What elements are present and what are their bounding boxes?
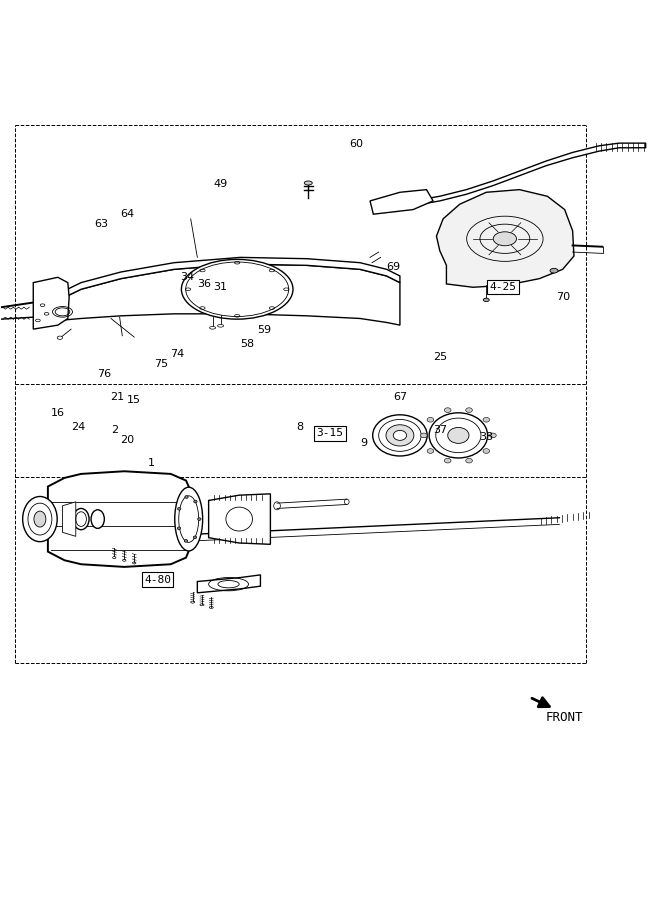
Ellipse shape xyxy=(57,336,63,339)
Text: 64: 64 xyxy=(121,209,135,220)
Text: 75: 75 xyxy=(153,359,168,369)
Ellipse shape xyxy=(44,312,49,315)
Ellipse shape xyxy=(193,536,197,539)
Ellipse shape xyxy=(394,430,407,440)
Text: 74: 74 xyxy=(170,348,185,359)
Ellipse shape xyxy=(429,413,488,458)
Text: 8: 8 xyxy=(297,422,304,432)
Polygon shape xyxy=(436,190,574,287)
Polygon shape xyxy=(370,190,433,214)
Ellipse shape xyxy=(175,487,203,551)
Polygon shape xyxy=(33,277,69,329)
Polygon shape xyxy=(58,257,400,301)
Ellipse shape xyxy=(209,327,215,329)
Polygon shape xyxy=(48,472,189,567)
Polygon shape xyxy=(58,264,400,325)
Ellipse shape xyxy=(177,526,181,529)
Text: 49: 49 xyxy=(213,179,227,189)
Text: 16: 16 xyxy=(51,409,65,419)
Text: 70: 70 xyxy=(556,292,570,302)
Text: 59: 59 xyxy=(257,326,271,336)
Polygon shape xyxy=(209,494,270,544)
Ellipse shape xyxy=(35,320,40,322)
Ellipse shape xyxy=(193,500,197,503)
Ellipse shape xyxy=(448,428,469,444)
Text: 9: 9 xyxy=(360,438,367,448)
Ellipse shape xyxy=(386,425,414,446)
Ellipse shape xyxy=(550,268,558,273)
Text: 31: 31 xyxy=(213,283,227,293)
Text: 58: 58 xyxy=(240,338,254,348)
Text: FRONT: FRONT xyxy=(545,710,583,724)
Ellipse shape xyxy=(483,449,490,454)
Ellipse shape xyxy=(185,496,188,499)
Text: 15: 15 xyxy=(127,395,141,405)
Text: 20: 20 xyxy=(121,435,135,445)
Ellipse shape xyxy=(40,304,45,307)
Ellipse shape xyxy=(484,298,490,302)
Ellipse shape xyxy=(420,433,427,437)
Ellipse shape xyxy=(373,415,427,456)
Ellipse shape xyxy=(218,580,239,588)
Ellipse shape xyxy=(466,408,472,412)
Ellipse shape xyxy=(34,511,46,527)
Text: 21: 21 xyxy=(111,392,125,402)
Ellipse shape xyxy=(304,181,312,185)
Ellipse shape xyxy=(427,418,434,422)
Ellipse shape xyxy=(181,259,293,320)
Text: 4-80: 4-80 xyxy=(144,574,171,584)
Ellipse shape xyxy=(427,449,434,454)
Ellipse shape xyxy=(466,458,472,463)
Text: 76: 76 xyxy=(97,369,111,379)
Text: 4-25: 4-25 xyxy=(490,283,516,293)
Text: 25: 25 xyxy=(433,352,447,362)
Text: 2: 2 xyxy=(111,425,118,435)
Ellipse shape xyxy=(91,509,104,528)
Text: 37: 37 xyxy=(433,425,447,435)
Text: 60: 60 xyxy=(350,140,364,149)
Text: 34: 34 xyxy=(180,273,195,283)
Ellipse shape xyxy=(23,497,57,542)
Ellipse shape xyxy=(493,232,516,246)
Ellipse shape xyxy=(444,458,451,463)
Text: 36: 36 xyxy=(197,279,211,289)
Ellipse shape xyxy=(444,408,451,412)
Polygon shape xyxy=(63,502,76,536)
Polygon shape xyxy=(414,143,646,205)
Ellipse shape xyxy=(177,508,181,510)
Text: 69: 69 xyxy=(386,262,400,273)
Ellipse shape xyxy=(483,418,490,422)
Polygon shape xyxy=(197,575,260,593)
Text: 38: 38 xyxy=(479,432,494,442)
Ellipse shape xyxy=(73,508,89,530)
Ellipse shape xyxy=(197,518,201,520)
Text: 24: 24 xyxy=(71,422,85,432)
Ellipse shape xyxy=(217,325,223,327)
Text: 3-15: 3-15 xyxy=(317,428,344,438)
Text: 1: 1 xyxy=(147,458,154,468)
Ellipse shape xyxy=(490,433,496,437)
Text: 63: 63 xyxy=(94,220,108,230)
Text: 67: 67 xyxy=(393,392,407,402)
Ellipse shape xyxy=(184,540,187,542)
